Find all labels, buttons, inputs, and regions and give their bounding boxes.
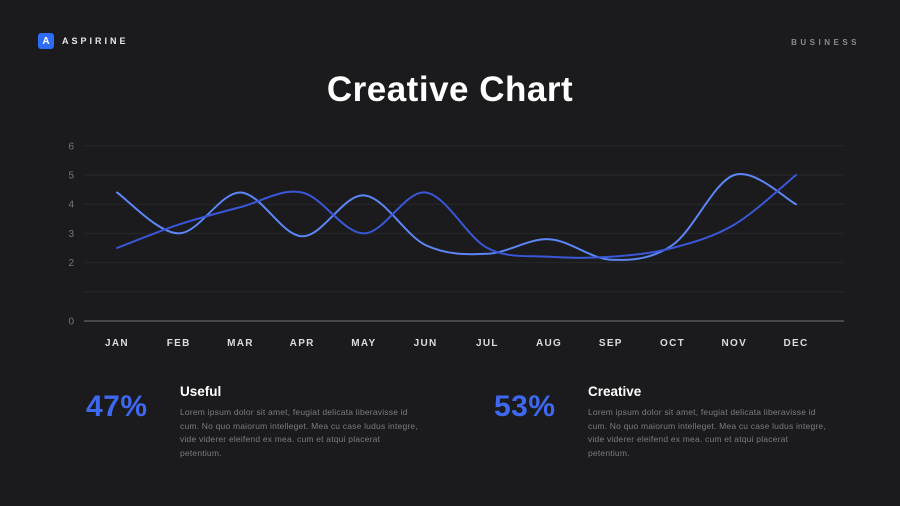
series-line-useful [116, 173, 797, 261]
y-tick-label: 2 [68, 258, 74, 269]
x-tick-label: APR [290, 338, 315, 349]
x-tick-label: AUG [536, 338, 562, 349]
x-tick-label: SEP [599, 338, 623, 349]
x-tick-label: MAR [227, 338, 254, 349]
x-tick-label: FEB [167, 338, 191, 349]
stat-useful-text: Lorem ipsum dolor sit amet, feugiat deli… [180, 407, 418, 458]
x-tick-label: JAN [105, 338, 129, 349]
stat-creative-text: Lorem ipsum dolor sit amet, feugiat deli… [588, 407, 826, 458]
x-tick-label: JUN [414, 338, 438, 349]
x-tick-label: NOV [721, 338, 747, 349]
chart-area: 6 5 4 3 2 0 JAN FEB MAR APR MAY JUN JUL AUG SEP OCT NOV D… [44, 140, 856, 355]
stat-creative-label: Creative [588, 384, 642, 399]
x-tick-label: MAY [351, 338, 376, 349]
stat-useful-value: 47% [86, 390, 148, 423]
y-tick-label: 6 [68, 141, 74, 152]
line-chart: 6 5 4 3 2 0 JAN FEB MAR APR MAY JUN JUL AUG SEP OCT NOV D… [68, 141, 844, 349]
y-tick-label: 0 [68, 317, 74, 328]
stat-creative-value: 53% [494, 390, 556, 423]
page-title: Creative Chart [326, 70, 574, 109]
series-line-creative [116, 174, 797, 259]
brand-logo-icon: A [38, 33, 54, 49]
brand-name: ASPIRINE [62, 36, 129, 46]
y-tick-label: 4 [68, 200, 74, 211]
y-tick-label: 3 [68, 229, 74, 240]
x-tick-label: DEC [783, 338, 808, 349]
brand-logo-letter: A [42, 35, 50, 47]
brand-logo: A ASPIRINE [38, 33, 129, 49]
stat-creative: 53% Creative Lorem ipsum dolor sit amet,… [494, 382, 826, 460]
stat-useful: 47% Useful Lorem ipsum dolor sit amet, f… [86, 382, 418, 460]
stat-useful-label: Useful [180, 384, 222, 399]
header-business-label: BUSINESS [791, 38, 860, 47]
x-tick-label: JUL [476, 338, 499, 349]
x-tick-label: OCT [660, 338, 685, 349]
y-tick-label: 5 [68, 171, 74, 182]
